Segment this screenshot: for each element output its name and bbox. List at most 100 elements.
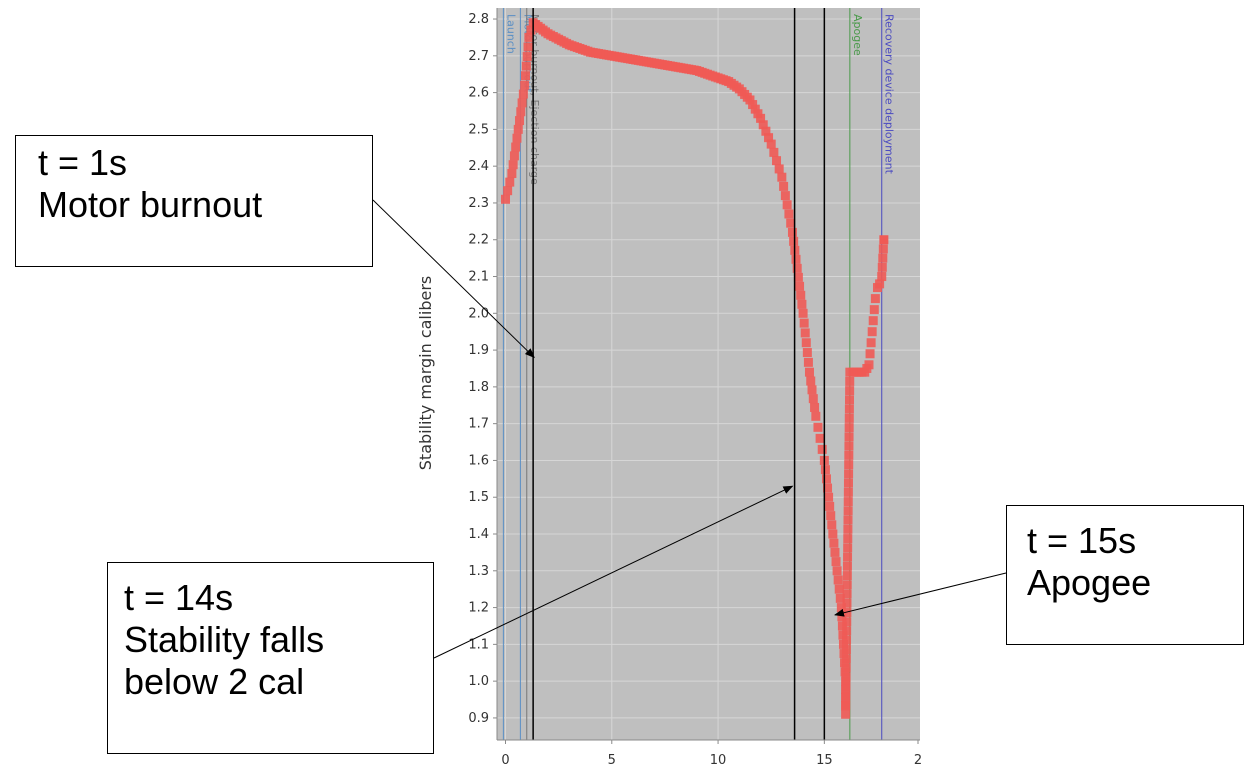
data-point — [515, 116, 525, 126]
data-point — [842, 598, 852, 608]
data-point — [878, 244, 888, 254]
data-series — [501, 18, 889, 719]
callout-line: t = 1s — [38, 142, 128, 183]
data-point — [844, 423, 854, 433]
callout-motor-burnout: t = 1s Motor burnout — [15, 135, 373, 267]
data-point — [522, 52, 532, 62]
y-tick-label: 1.3 — [468, 564, 489, 579]
data-point — [513, 124, 523, 134]
y-tick-label: 2.4 — [468, 159, 489, 174]
y-tick-label: 2.3 — [468, 196, 489, 211]
data-point — [877, 272, 887, 282]
data-point — [835, 593, 845, 603]
data-point — [870, 294, 880, 304]
data-point — [808, 394, 818, 404]
data-point — [833, 575, 843, 585]
data-point — [501, 194, 511, 204]
data-point — [844, 432, 854, 442]
data-point — [821, 474, 831, 484]
y-tick-label: 1.2 — [468, 601, 489, 616]
data-point — [866, 338, 876, 348]
data-point — [526, 25, 536, 35]
data-point — [796, 290, 806, 300]
data-point — [803, 357, 813, 367]
data-point — [844, 404, 854, 414]
data-point — [774, 164, 784, 174]
data-point — [782, 200, 792, 210]
data-point — [841, 672, 851, 682]
data-point — [777, 172, 787, 182]
callout-line: t = 15s — [1027, 520, 1137, 561]
data-point — [815, 433, 825, 443]
data-point — [799, 318, 809, 328]
data-point — [842, 635, 852, 645]
data-point — [843, 524, 853, 534]
data-point — [877, 262, 887, 272]
data-point — [841, 691, 851, 701]
y-tick-label: 1.6 — [468, 453, 489, 468]
data-point — [842, 561, 852, 571]
data-point — [842, 589, 852, 599]
event-label: Launch — [504, 14, 517, 54]
data-point — [784, 209, 794, 219]
data-point — [520, 80, 530, 90]
data-point — [813, 422, 823, 432]
data-point — [521, 61, 531, 71]
data-point — [841, 709, 851, 719]
data-point — [844, 460, 854, 470]
data-point — [791, 254, 801, 264]
callout-stability-falls: t = 14s Stability falls below 2 cal — [107, 562, 434, 754]
data-point — [517, 98, 527, 108]
data-point — [520, 71, 530, 81]
data-point — [836, 603, 846, 613]
data-point — [807, 385, 817, 395]
data-point — [841, 663, 851, 673]
data-point — [505, 177, 515, 187]
data-point — [779, 181, 789, 191]
y-axis-ticks: 0.9 1.0 1.1 1.2 1.3 1.4 1.5 1.6 1.7 1.8 1.9 2.0 2.1 2… — [468, 12, 497, 726]
callout-arrow — [372, 199, 535, 359]
data-point — [800, 328, 810, 338]
data-point — [793, 272, 803, 282]
data-point — [523, 42, 533, 52]
y-tick-label: 1.5 — [468, 490, 489, 505]
event-label: Apogee — [851, 14, 864, 56]
data-point — [748, 100, 758, 110]
data-point — [844, 469, 854, 479]
data-point — [518, 89, 528, 99]
data-point — [789, 236, 799, 246]
data-point — [780, 191, 790, 201]
y-tick-label: 2.8 — [468, 12, 489, 27]
y-tick-label: 2.6 — [468, 86, 489, 101]
data-point — [834, 584, 844, 594]
data-point — [826, 511, 836, 521]
data-point — [797, 299, 807, 309]
data-point — [801, 338, 811, 348]
data-point — [837, 612, 847, 622]
data-point — [750, 104, 760, 114]
data-point — [829, 538, 839, 548]
data-point — [868, 316, 878, 326]
y-tick-label: 2.7 — [468, 49, 489, 64]
data-point — [806, 376, 816, 386]
data-point — [804, 367, 814, 377]
callout-line: below 2 cal — [124, 660, 305, 702]
data-point — [878, 253, 888, 263]
data-point — [842, 617, 852, 627]
callout-arrow — [834, 572, 1007, 617]
x-tick-label: 5 — [608, 753, 616, 768]
x-tick-label: 10 — [710, 753, 727, 768]
data-point — [827, 520, 837, 530]
data-point — [844, 413, 854, 423]
data-point — [802, 348, 812, 358]
data-point — [792, 263, 802, 273]
data-point — [843, 543, 853, 553]
data-point — [766, 139, 776, 149]
y-tick-label: 1.9 — [468, 343, 489, 358]
data-point — [511, 142, 521, 152]
data-point — [843, 478, 853, 488]
data-point — [832, 566, 842, 576]
data-point — [842, 626, 852, 636]
y-tick-label: 1.7 — [468, 417, 489, 432]
